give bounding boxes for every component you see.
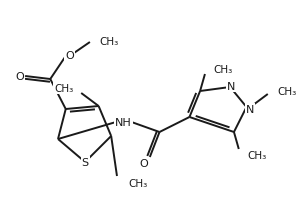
Text: NH: NH	[115, 117, 132, 127]
Text: CH₃: CH₃	[214, 65, 233, 75]
Text: S: S	[82, 157, 89, 167]
Text: CH₃: CH₃	[277, 87, 297, 97]
Text: CH₃: CH₃	[100, 37, 119, 47]
Text: O: O	[65, 51, 74, 61]
Text: O: O	[15, 72, 24, 82]
Text: N: N	[246, 104, 254, 114]
Text: CH₃: CH₃	[129, 178, 148, 188]
Text: O: O	[140, 158, 148, 168]
Text: CH₃: CH₃	[54, 84, 74, 94]
Text: N: N	[227, 82, 235, 92]
Text: CH₃: CH₃	[248, 150, 267, 160]
